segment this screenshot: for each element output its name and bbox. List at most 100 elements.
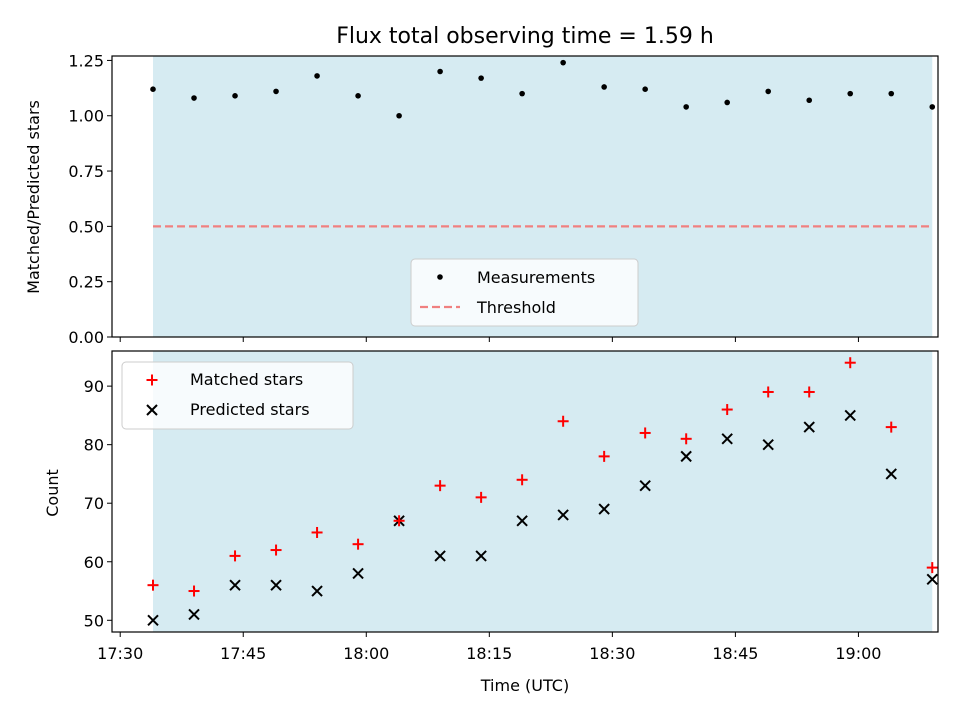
matched-point	[475, 491, 487, 503]
x-axis-label: Time (UTC)	[480, 676, 569, 695]
y-tick-label: 1.00	[68, 107, 104, 126]
top-marks	[150, 59, 936, 119]
measurement-point	[519, 90, 525, 97]
legend-measurements-marker	[437, 274, 443, 280]
top-y-axis-label: Matched/Predicted stars	[24, 100, 43, 294]
top-legend: Measurements Threshold	[410, 258, 639, 327]
bottom-x-ticks: 17:30 17:45 18:00 18:15 18:30 18:45 19:00	[97, 632, 881, 663]
bottom-plot-frame	[111, 350, 939, 633]
top-plot-frame	[111, 55, 939, 338]
matched-point	[885, 421, 897, 433]
predicted-point	[516, 515, 528, 527]
matched-point	[844, 357, 856, 369]
measurement-point	[273, 88, 279, 95]
predicted-point	[762, 438, 774, 451]
predicted-point	[270, 579, 282, 591]
measurement-point	[355, 93, 361, 99]
predicted-point	[352, 567, 364, 580]
matched-point	[311, 526, 323, 538]
matched-point	[598, 450, 610, 462]
measurement-point	[191, 95, 197, 101]
y-tick-label: 0.00	[68, 328, 104, 347]
predicted-point	[557, 509, 569, 521]
legend-matched-marker	[146, 374, 158, 386]
top-legend-box	[410, 258, 639, 327]
matched-point	[270, 544, 282, 556]
predicted-point	[598, 503, 610, 515]
y-tick-label: 0.25	[68, 273, 104, 292]
y-tick-label: 50	[84, 611, 104, 630]
legend-predicted-label: Predicted stars	[190, 400, 310, 419]
x-tick-label: 18:45	[712, 644, 758, 663]
legend-predicted-marker	[146, 404, 158, 416]
y-tick-label: 60	[84, 553, 104, 572]
predicted-point	[639, 479, 651, 492]
matched-point	[721, 404, 733, 416]
y-tick-label: 1.25	[68, 51, 104, 70]
top-y-ticks: 0.00 0.25 0.50 0.75 1.00 1.25	[68, 51, 112, 347]
predicted-point	[721, 433, 733, 445]
legend-measurements-label: Measurements	[477, 268, 595, 287]
predicted-point	[844, 409, 856, 422]
measurement-point	[437, 68, 443, 75]
measurement-point	[478, 75, 484, 81]
measurement-point	[232, 93, 238, 99]
predicted-point	[680, 450, 692, 463]
predicted-point	[311, 585, 323, 597]
bottom-legend: Matched stars Predicted stars	[121, 361, 354, 430]
bottom-legend-box	[121, 361, 354, 430]
measurement-point	[929, 104, 936, 110]
measurement-point	[888, 90, 895, 97]
predicted-point	[475, 550, 487, 562]
matched-point	[229, 550, 241, 562]
predicted-point	[434, 550, 446, 562]
x-tick-label: 19:00	[835, 644, 881, 663]
matched-point	[352, 538, 364, 550]
y-tick-label: 0.75	[68, 162, 104, 181]
matched-point	[680, 433, 692, 445]
matched-point	[393, 515, 405, 527]
predicted-point	[885, 468, 897, 480]
y-tick-label: 70	[84, 494, 104, 513]
x-tick-label: 18:30	[589, 644, 635, 663]
matched-point	[147, 579, 159, 591]
legend-threshold-label: Threshold	[476, 298, 556, 317]
y-tick-label: 90	[84, 377, 104, 396]
bottom-y-ticks: 50 60 70 80 90	[84, 377, 112, 630]
x-tick-label: 18:00	[343, 644, 389, 663]
legend-plus	[146, 374, 158, 386]
y-tick-label: 80	[84, 436, 104, 455]
measurement-point	[724, 99, 730, 106]
y-tick-label: 0.50	[68, 217, 104, 236]
matched-point	[188, 585, 200, 597]
measurement-point	[150, 86, 156, 92]
x-tick-label: 18:15	[466, 644, 512, 663]
predicted-point	[803, 421, 815, 433]
matched-point	[762, 386, 774, 398]
bottom-panel: 50 60 70 80 90 17:30 17:45 18:00 18:15 18:30 18:4…	[43, 350, 939, 695]
chart-title: Flux total observing time = 1.59 h	[336, 24, 714, 49]
matched-point	[557, 415, 569, 427]
predicted-point	[229, 579, 241, 591]
measurement-point	[642, 86, 648, 92]
measurement-point	[560, 59, 566, 66]
legend-matched-label: Matched stars	[190, 370, 303, 389]
measurement-point	[683, 104, 689, 110]
x-tick-label: 17:30	[97, 644, 143, 663]
measurement-point	[847, 90, 854, 97]
matched-point	[516, 474, 528, 486]
measurement-point	[314, 73, 320, 79]
matched-point	[639, 427, 651, 439]
predicted-point	[188, 608, 200, 621]
predicted-point	[147, 614, 159, 626]
matched-point	[926, 562, 938, 574]
top-panel: 0.00 0.25 0.50 0.75 1.00 1.25 Matched/Predict…	[24, 51, 939, 347]
top-x-ticks	[119, 337, 859, 342]
measurement-point	[396, 112, 402, 119]
legend-cross	[146, 404, 158, 416]
bottom-y-axis-label: Count	[43, 469, 62, 517]
x-tick-label: 17:45	[220, 644, 266, 663]
matched-point	[434, 480, 446, 492]
measurement-point	[765, 88, 772, 95]
